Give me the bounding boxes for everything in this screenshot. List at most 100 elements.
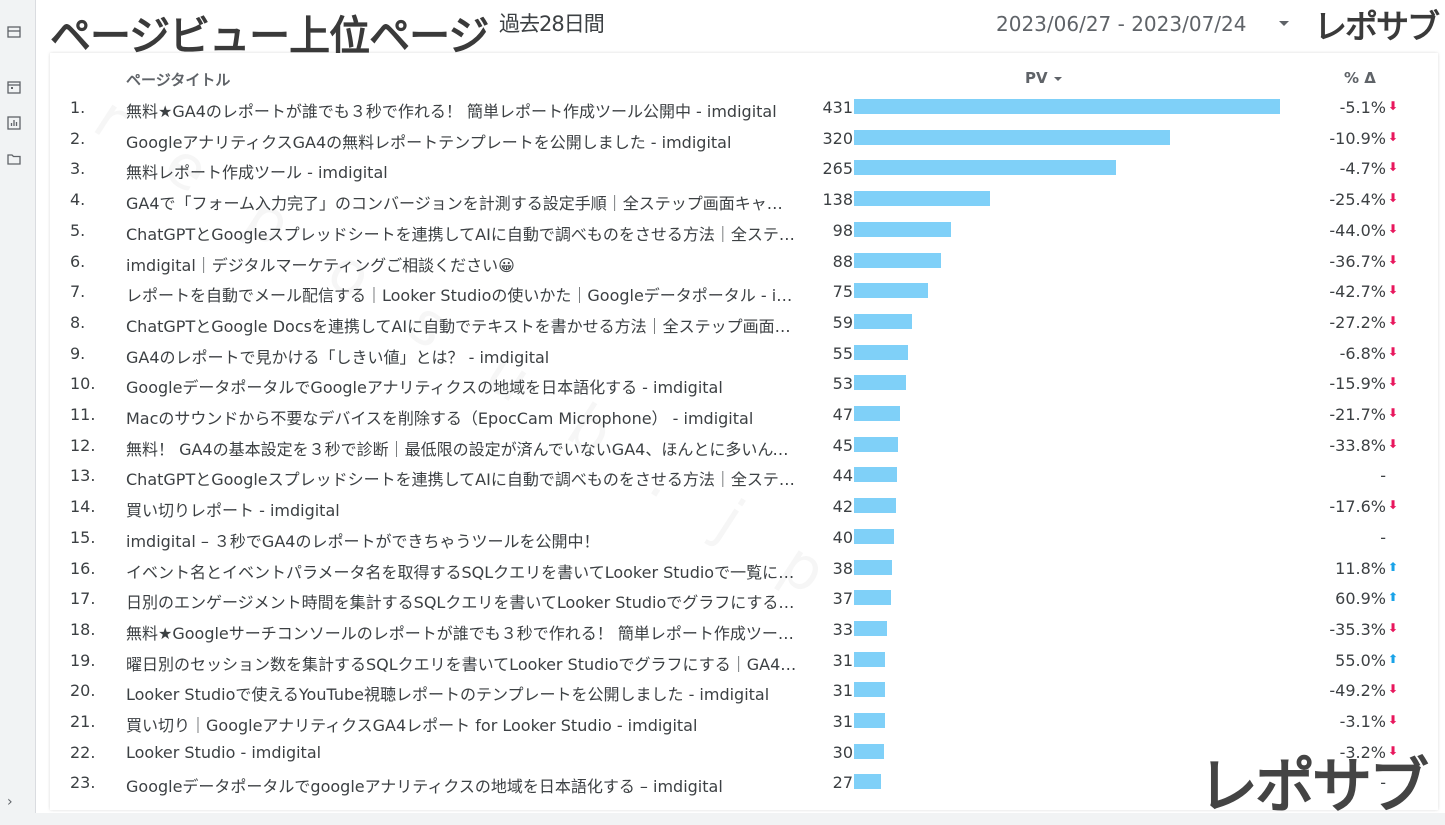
arrow-down-icon: ⬇ [1388, 313, 1399, 328]
page-title-cell[interactable]: 買い切り｜GoogleアナリティクスGA4レポート for Looker Stu… [126, 716, 698, 735]
pv-value: 37 [832, 589, 853, 609]
page-title-cell[interactable]: レポートを自動でメール配信する｜Looker Studioの使いかた｜Googl… [126, 286, 798, 306]
pct-change-value: - [1380, 527, 1386, 547]
row-index: 6. [70, 251, 86, 271]
page-title-cell[interactable]: GoogleアナリティクスGA4の無料レポートテンプレートを公開しました - i… [126, 132, 732, 152]
row-index: 9. [70, 343, 86, 363]
page-title-cell[interactable]: GA4のレポートで見かける「しきい値」とは？ - imdigital [126, 347, 550, 367]
page-title-cell[interactable]: imdigital｜デジタルマーケティングご相談ください😀 [126, 255, 515, 275]
table-row[interactable]: 20. Looker Studioで使えるYouTube視聴レポートのテンプレート… [50, 676, 1438, 707]
row-index: 23. [70, 773, 96, 793]
arrow-down-icon: ⬇ [1388, 283, 1399, 298]
table-row[interactable]: 5. ChatGPTとGoogleスプレッドシートを連携してAIに自動で調べものを… [50, 216, 1438, 247]
store-icon[interactable] [7, 25, 21, 39]
pv-value: 31 [832, 712, 853, 731]
page-title-cell[interactable]: 無料★Googleサーチコンソールのレポートが誰でも３秒で作れる！ 簡単レポート… [126, 623, 798, 643]
page-title-cell[interactable]: Looker Studio - imdigital [126, 742, 322, 762]
table-row[interactable]: 9. GA4のレポートで見かける「しきい値」とは？ - imdigital 55 -6… [50, 339, 1438, 370]
table-row[interactable]: 10. GoogleデータポータルでGoogleアナリティクスの地域を日本語化する… [50, 369, 1438, 400]
pv-value: 40 [832, 527, 853, 547]
page-title: ページビュー上位ページ [50, 12, 489, 60]
table-row[interactable]: 12. 無料！ GA4の基本設定を３秒で診断｜最低限の設定が済んでいないGA4、ほ… [50, 431, 1438, 462]
page-title-cell[interactable]: 曜日別のセッション数を集計するSQLクエリを書いてLooker Studioでグ… [126, 654, 797, 674]
table-row[interactable]: 4. GA4で「フォーム入力完了」のコンバージョンを計測する設定手順｜全ステップ画… [50, 185, 1438, 216]
pv-value: 75 [832, 282, 853, 302]
page-title-cell[interactable]: 無料レポート作成ツール - imdigital [126, 163, 388, 183]
arrow-down-icon: ⬇ [1388, 713, 1399, 727]
arrow-down-icon: ⬇ [1388, 221, 1399, 236]
pv-bar [854, 406, 900, 421]
table-row[interactable]: 7. レポートを自動でメール配信する｜Looker Studioの使いかた｜Goo… [50, 277, 1438, 308]
arrow-down-icon: ⬇ [1388, 743, 1399, 758]
report-canvas: ページビュー上位ページ 過去28日間 2023/06/27 - 2023/07/… [36, 0, 1445, 822]
table-row[interactable]: 16. イベント名とイベントパラメータ名を取得するSQLクエリを書いてLooker… [50, 554, 1438, 585]
date-range-selector[interactable]: 2023/06/27 - 2023/07/24 [996, 12, 1247, 36]
page-title-cell[interactable]: GoogleデータポータルでGoogleアナリティクスの地域を日本語化する - … [126, 378, 723, 398]
table-row[interactable]: 23. Googleデータポータルでgoogleアナリティクスの地域を日本語化する… [50, 768, 1438, 799]
pv-value: 53 [832, 374, 853, 394]
pct-change-value: -4.7% [1339, 159, 1386, 179]
table-row[interactable]: 18. 無料★Googleサーチコンソールのレポートが誰でも３秒で作れる！ 簡単レ… [50, 615, 1438, 646]
pct-change-value: - [1380, 466, 1386, 486]
table-row[interactable]: 17. 日別のエンゲージメント時間を集計するSQLクエリを書いてLooker St… [50, 584, 1438, 615]
page-title-cell[interactable]: Googleデータポータルでgoogleアナリティクスの地域を日本語化する – … [126, 777, 723, 797]
column-header-pct-change[interactable]: % Δ [1344, 69, 1376, 87]
table-row[interactable]: 6. imdigital｜デジタルマーケティングご相談ください😀 88 -36.7% ⬇ [50, 247, 1438, 278]
table-row[interactable]: 2. GoogleアナリティクスGA4の無料レポートテンプレートを公開しました -… [50, 124, 1438, 155]
table-row[interactable]: 3. 無料レポート作成ツール - imdigital 265 -4.7% ⬇ [50, 154, 1438, 185]
calendar-icon[interactable] [7, 80, 21, 94]
sort-desc-icon [1053, 76, 1062, 81]
brand-logo: レポサブ [1314, 7, 1440, 46]
pv-bar [854, 498, 896, 514]
page-title-cell[interactable]: ChatGPTとGoogle Docsを連携してAIに自動でテキストを書かせる方… [126, 316, 798, 336]
table-row[interactable]: 22. Looker Studio - imdigital 30 -3.2% ⬇ [50, 738, 1438, 769]
table-row[interactable]: 13. ChatGPTとGoogleスプレッドシートを連携してAIに自動で調べもの… [50, 461, 1438, 492]
page-title-cell[interactable]: Looker Studioで使えるYouTube視聴レポートのテンプレートを公開… [126, 685, 770, 705]
arrow-up-icon: ⬆ [1388, 590, 1399, 605]
table-row[interactable]: 8. ChatGPTとGoogle Docsを連携してAIに自動でテキストを書かせ… [50, 308, 1438, 339]
page-title-cell[interactable]: 無料！ GA4の基本設定を３秒で診断｜最低限の設定が済んでいないGA4、ほんとに… [126, 439, 798, 459]
expand-chevron-icon[interactable]: › [7, 794, 13, 810]
brand-watermark-logo: レポサブ [1198, 752, 1429, 822]
page-title-cell[interactable]: GA4で「フォーム入力完了」のコンバージョンを計測する設定手順｜全ステップ画面キ… [126, 194, 798, 214]
pv-bar [854, 160, 1116, 176]
page-title-cell[interactable]: ChatGPTとGoogleスプレッドシートを連携してAIに自動で調べものをさせ… [126, 470, 798, 490]
row-index: 5. [70, 220, 86, 240]
folder-icon[interactable] [7, 152, 21, 166]
pv-value: 59 [832, 312, 853, 332]
table-row[interactable]: 19. 曜日別のセッション数を集計するSQLクエリを書いてLooker Studi… [50, 646, 1438, 677]
column-header-title[interactable]: ページタイトル [126, 71, 231, 89]
pv-bar [854, 651, 885, 667]
pct-change-value: 60.9% [1335, 589, 1386, 609]
table-row[interactable]: 15. imdigital – ３秒でGA4のレポートができちゃうツールを公開中！… [50, 523, 1438, 554]
column-header-pv[interactable]: PV [1025, 69, 1062, 87]
pv-value: 88 [832, 251, 853, 271]
table-row[interactable]: 11. Macのサウンドから不要なデバイスを削除する（EpocCam Microp… [50, 400, 1438, 431]
page-title-cell[interactable]: imdigital – ３秒でGA4のレポートができちゃうツールを公開中！ [126, 531, 600, 551]
pct-change-value: -10.9% [1329, 128, 1386, 148]
pv-bar [854, 252, 941, 268]
chart-icon[interactable] [7, 116, 21, 130]
page-title-cell[interactable]: ChatGPTとGoogleスプレッドシートを連携してAIに自動で調べものをさせ… [126, 224, 798, 244]
page-title-cell[interactable]: 日別のエンゲージメント時間を集計するSQLクエリを書いてLooker Studi… [126, 593, 795, 613]
table-row[interactable]: 14. 買い切りレポート - imdigital 42 -17.6% ⬇ [50, 492, 1438, 523]
pct-change-value: -49.2% [1329, 681, 1386, 701]
page-title-cell[interactable]: Macのサウンドから不要なデバイスを削除する（EpocCam Microphon… [126, 409, 754, 428]
pct-change-value: -27.2% [1329, 312, 1386, 332]
table-row[interactable]: 21. 買い切り｜GoogleアナリティクスGA4レポート for Looker … [50, 707, 1438, 738]
page-title-cell[interactable]: 買い切りレポート - imdigital [126, 501, 340, 521]
row-index: 11. [70, 405, 96, 424]
arrow-down-icon: ⬇ [1388, 160, 1399, 175]
pv-value: 44 [832, 466, 853, 486]
pct-change-value: -3.2% [1339, 742, 1386, 762]
pv-bar [854, 221, 951, 237]
page-table: reposub.jp ページタイトル PV % Δ 1.無料★GA4のレポートが… [50, 53, 1438, 810]
pv-bar [854, 436, 898, 452]
pv-bar [854, 743, 884, 759]
pv-bar [854, 129, 1170, 145]
page-title-cell[interactable]: 無料★GA4のレポートが誰でも３秒で作れる！ 簡単レポート作成ツール公開中 - … [126, 102, 777, 121]
table-row[interactable]: 1. 無料★GA4のレポートが誰でも３秒で作れる！ 簡単レポート作成ツール公開中 … [50, 93, 1438, 124]
page-title-cell[interactable]: イベント名とイベントパラメータ名を取得するSQLクエリを書いてLooker St… [126, 562, 798, 582]
arrow-down-icon: ⬇ [1388, 406, 1399, 420]
date-range-dropdown-icon[interactable] [1279, 21, 1289, 26]
